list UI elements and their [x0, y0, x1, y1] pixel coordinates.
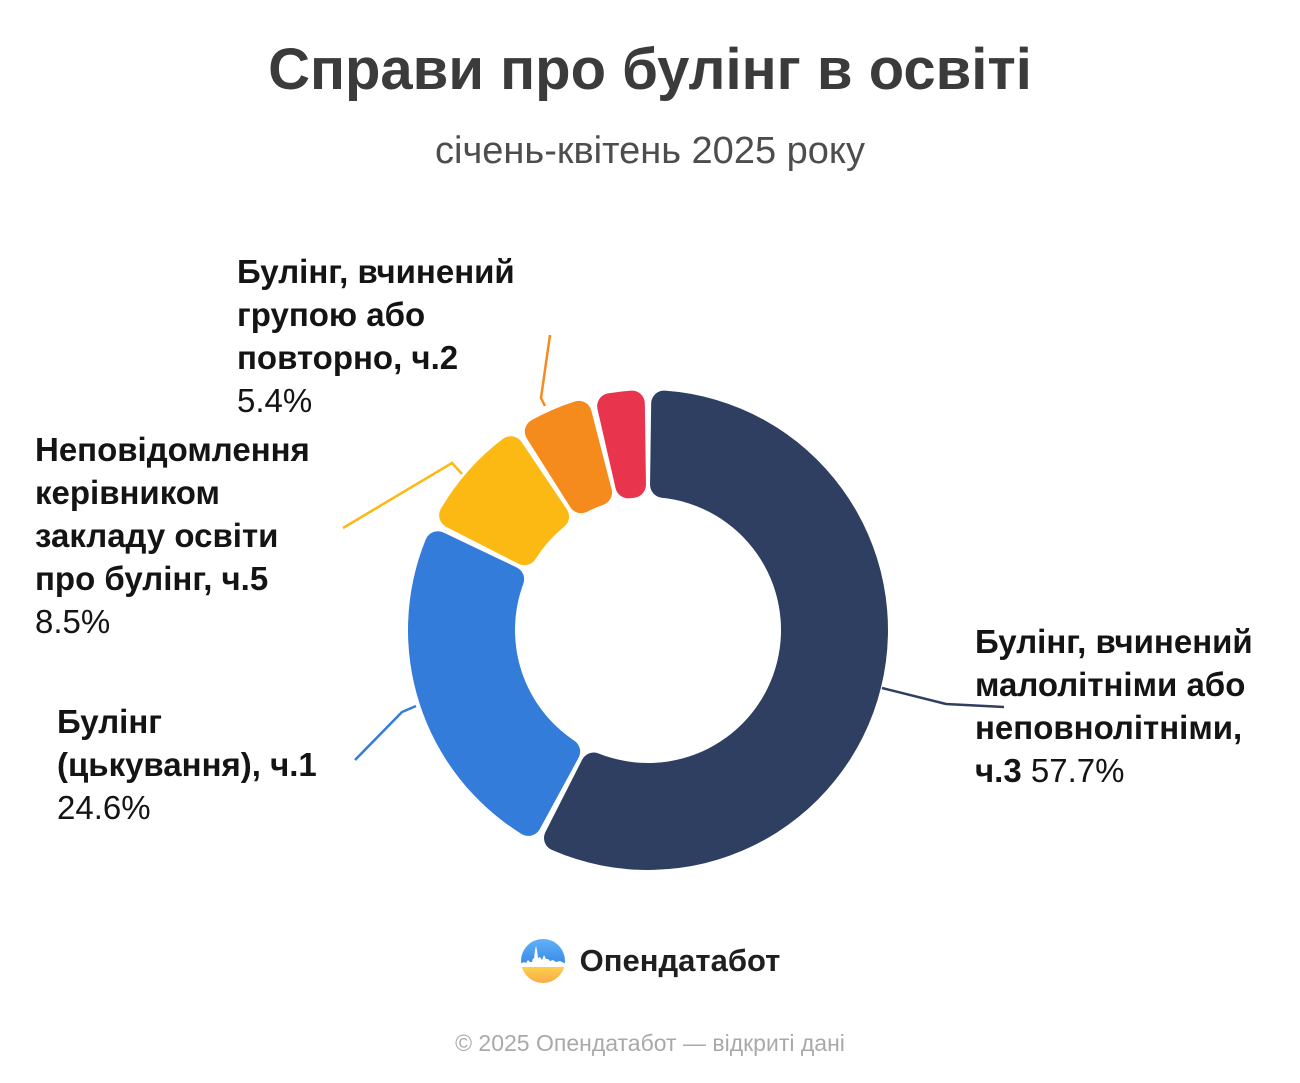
logo-text: Опендатабот: [579, 943, 781, 978]
callout-line: малолітніми або: [975, 666, 1246, 703]
logo: Опендатабот: [0, 938, 1300, 984]
donut-slice-0: [543, 390, 888, 870]
page-subtitle: січень-квітень 2025 року: [435, 130, 865, 172]
callout-value: 24.6%: [57, 789, 151, 826]
donut-slice-4: [597, 390, 646, 499]
callout-line: Неповідомлення: [35, 431, 310, 468]
callout-value: 57.7%: [1030, 752, 1125, 789]
donut-slice-3: [524, 400, 613, 514]
donut-slice-2: [439, 436, 570, 566]
callout-line: повторно, ч.2: [237, 339, 459, 376]
callout-line: ч.3 57.7%: [975, 749, 1253, 792]
callout-line: про булінг, ч.5: [35, 560, 269, 597]
callout-bullying-harassment: Булінг (цькування), ч.1 24.6%: [57, 700, 317, 829]
callout-line: керівником: [35, 474, 220, 511]
callout-line: Булінг: [57, 703, 163, 740]
callout-failure-to-report: Неповідомлення керівником закладу освіти…: [35, 428, 310, 643]
callout-line: неповнолітніми,: [975, 709, 1243, 746]
callout-part-label: ч.3: [975, 752, 1022, 789]
callout-bullying-group-repeat: Булінг, вчинений групою або повторно, ч.…: [237, 250, 515, 422]
leader-line-0: [881, 686, 1005, 709]
callout-bullying-by-minors: Булінг, вчинений малолітніми або неповно…: [975, 620, 1253, 792]
donut-slice-1: [407, 531, 581, 836]
callout-line: Булінг, вчинений: [237, 253, 515, 290]
callout-line: групою або: [237, 296, 426, 333]
leader-line-1: [354, 704, 417, 761]
leader-line-3: [539, 334, 552, 407]
callout-line: Булінг, вчинений: [975, 623, 1253, 660]
page-title: Справи про булінг в освіті: [268, 37, 1032, 102]
callout-value: 8.5%: [35, 603, 111, 640]
callout-value: 5.4%: [237, 382, 313, 419]
opendatabot-logo-icon: [520, 939, 565, 983]
callout-line: закладу освіти: [35, 517, 279, 554]
callout-line: (цькування), ч.1: [57, 746, 317, 783]
copyright-footer: © 2025 Опендатабот — відкриті дані: [455, 1030, 845, 1056]
leader-line-2: [342, 461, 463, 530]
